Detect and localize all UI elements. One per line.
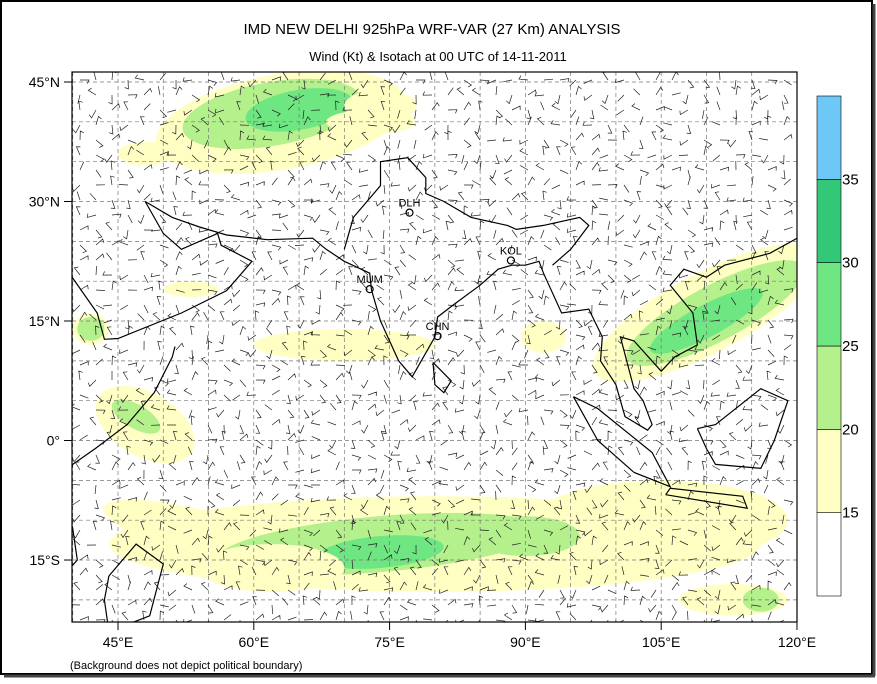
isotach-area [77,317,105,341]
coastline [103,543,164,622]
colorbar-swatch [816,262,842,347]
city-label: KOL [500,245,522,257]
coastline [343,157,590,266]
coastline [572,396,672,488]
footer-note: (Background does not depict political bo… [70,660,302,672]
colorbar-swatch [816,512,842,597]
wind-barbs [72,72,794,622]
coastline [72,201,253,340]
city-marker [365,285,374,294]
coastline [696,388,789,470]
lat-label: 0° [47,433,60,449]
map: DLH KOL MUM CHN [72,72,797,622]
coastline [72,346,176,567]
coastline [144,200,797,431]
city-label: MUM [357,274,383,286]
colorbar-swatch [816,345,842,430]
lat-label: 30°N [29,194,60,210]
subtitle: Wind (Kt) & Isotach at 00 UTC of 14-11-2… [309,49,566,64]
lon-label: 45°E [103,634,134,650]
coastline [432,361,452,394]
colorbar-swatch [816,429,842,513]
isotach-area [650,288,763,354]
lat-label: 45°N [29,74,60,90]
isotach-area [163,281,218,298]
colorbar-label: 30 [842,255,859,272]
city-label: CHN [426,321,450,333]
coastline [665,487,749,509]
isotach-area [520,321,567,353]
colorbar-label: 35 [842,171,859,188]
colorbar-label: 25 [842,338,859,355]
lat-label: 15°N [29,313,60,329]
lon-label: 60°E [239,634,270,650]
map-border [71,71,798,623]
isotach-area [118,141,173,166]
lon-label: 105°E [642,634,680,650]
lon-label: 75°E [374,634,405,650]
isotach-area [111,399,161,434]
city-marker [506,256,516,265]
lon-label: 120°E [778,634,816,650]
colorbar-swatch [816,179,842,263]
city-marker [433,332,442,341]
colorbar-swatch [816,95,842,180]
colorbar-label: 15 [842,505,859,522]
colorbar-label: 20 [842,421,859,438]
lon-label: 90°E [510,634,541,650]
city-marker [405,208,414,217]
city-label: DLH [398,198,420,210]
title: IMD NEW DELHI 925hPa WRF-VAR (27 Km) ANA… [243,21,620,38]
lat-label: 15°S [29,552,60,568]
isotach-area [317,535,444,569]
colorbar: 15 20 25 30 35 [816,95,859,597]
isotach-area [199,544,345,592]
isotach-area [326,109,417,134]
